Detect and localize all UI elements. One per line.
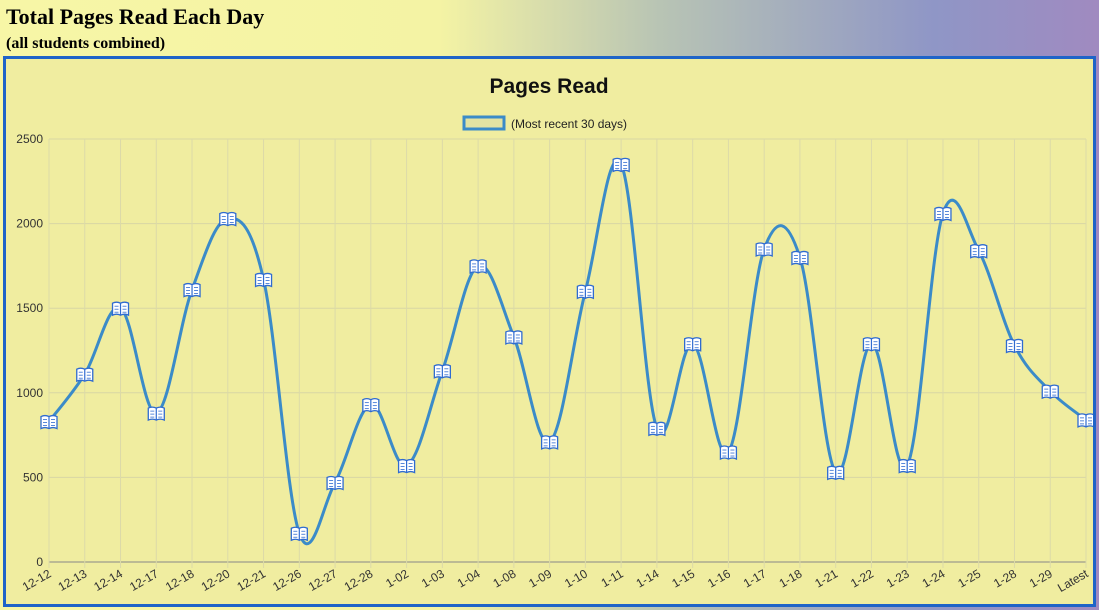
chart-container: Pages Read (Most recent 30 days) 0 500 100… xyxy=(3,56,1096,607)
data-point-13[interactable] xyxy=(505,330,523,346)
data-point-17[interactable] xyxy=(648,421,666,437)
data-point-6[interactable] xyxy=(254,272,273,288)
data-point-2[interactable] xyxy=(111,301,130,317)
y-tick-label: 1500 xyxy=(16,301,43,315)
x-tick-label: 1-10 xyxy=(562,566,590,590)
x-tick-label: 12-18 xyxy=(163,566,197,594)
data-point-15[interactable] xyxy=(576,284,595,300)
x-tick-label: 12-20 xyxy=(199,566,233,594)
data-point-29[interactable] xyxy=(1077,413,1093,428)
data-point-3[interactable] xyxy=(147,406,165,422)
x-tick-label: 12-17 xyxy=(127,566,161,594)
x-tick-label: 1-15 xyxy=(669,566,697,590)
x-tick-label: 1-18 xyxy=(777,566,805,590)
x-tick-label: Latest xyxy=(1055,566,1091,595)
x-tick-label: 1-14 xyxy=(634,566,662,590)
x-tick-label: 1-17 xyxy=(741,566,769,590)
x-tick-label: 12-13 xyxy=(56,566,90,594)
data-point-19[interactable] xyxy=(719,445,738,461)
data-point-20[interactable] xyxy=(755,242,773,258)
legend-label: (Most recent 30 days) xyxy=(511,117,627,131)
data-point-28[interactable] xyxy=(1041,384,1059,400)
x-tick-label: 1-29 xyxy=(1027,566,1055,590)
data-point-8[interactable] xyxy=(326,475,344,491)
x-tick-label: 1-23 xyxy=(884,566,912,590)
x-tick-label: 1-09 xyxy=(526,566,554,590)
x-tick-label: 12-12 xyxy=(20,566,54,594)
chart-title: Pages Read xyxy=(489,75,608,98)
page-subtitle: (all students combined) xyxy=(6,35,166,52)
data-point-5[interactable] xyxy=(219,211,237,227)
data-point-16[interactable] xyxy=(612,157,630,173)
x-tick-label: 12-21 xyxy=(234,566,268,594)
y-tick-label: 1000 xyxy=(16,386,43,400)
page-title: Total Pages Read Each Day xyxy=(6,4,265,29)
legend[interactable]: (Most recent 30 days) xyxy=(462,115,627,131)
x-tick-label: 1-11 xyxy=(599,566,626,590)
data-point-11[interactable] xyxy=(433,364,451,379)
data-point-25[interactable] xyxy=(934,206,952,222)
data-point-12[interactable] xyxy=(469,259,487,274)
data-point-14[interactable] xyxy=(540,435,559,450)
x-tick-label: 12-14 xyxy=(91,566,125,594)
y-axis: 0 500 1000 1500 2000 2500 xyxy=(16,132,43,569)
x-tick-label: 12-28 xyxy=(342,566,376,594)
data-point-18[interactable] xyxy=(684,337,702,352)
data-point-24[interactable] xyxy=(898,458,916,474)
y-tick-label: 2000 xyxy=(16,217,43,231)
y-tick-label: 500 xyxy=(23,470,43,484)
x-tick-label: 1-28 xyxy=(991,566,1019,590)
data-point-21[interactable] xyxy=(791,250,809,266)
data-point-27[interactable] xyxy=(1005,338,1024,354)
data-point-1[interactable] xyxy=(76,367,94,383)
data-point-4[interactable] xyxy=(183,282,201,298)
chart-grid xyxy=(48,138,1087,568)
data-point-26[interactable] xyxy=(970,244,988,259)
x-tick-label: 1-16 xyxy=(705,566,733,590)
x-axis: 12-12 12-13 12-14 12-17 12-18 12-20 12-21 12-26… xyxy=(20,566,1091,595)
series-line xyxy=(47,159,1087,545)
data-point-0[interactable] xyxy=(40,414,58,430)
x-tick-label: 1-08 xyxy=(491,566,519,590)
x-tick-label: 12-26 xyxy=(270,566,304,594)
x-tick-label: 1-03 xyxy=(419,566,447,590)
pages-read-chart: Pages Read (Most recent 30 days) 0 500 100… xyxy=(16,75,1093,595)
data-markers xyxy=(40,157,1093,542)
data-point-23[interactable] xyxy=(862,337,881,352)
y-tick-label: 2500 xyxy=(16,132,43,146)
x-tick-label: 1-22 xyxy=(848,566,876,590)
y-tick-label: 0 xyxy=(36,555,43,569)
data-point-9[interactable] xyxy=(362,397,380,413)
x-tick-label: 1-02 xyxy=(383,566,411,590)
x-tick-label: 1-21 xyxy=(812,566,840,590)
data-point-22[interactable] xyxy=(827,465,845,481)
x-tick-label: 1-04 xyxy=(455,566,483,590)
data-point-7[interactable] xyxy=(290,526,308,542)
x-tick-label: 12-27 xyxy=(306,566,340,594)
legend-swatch xyxy=(462,115,506,131)
data-point-10[interactable] xyxy=(397,458,416,474)
x-tick-label: 1-24 xyxy=(920,566,948,590)
x-tick-label: 1-25 xyxy=(955,566,983,590)
